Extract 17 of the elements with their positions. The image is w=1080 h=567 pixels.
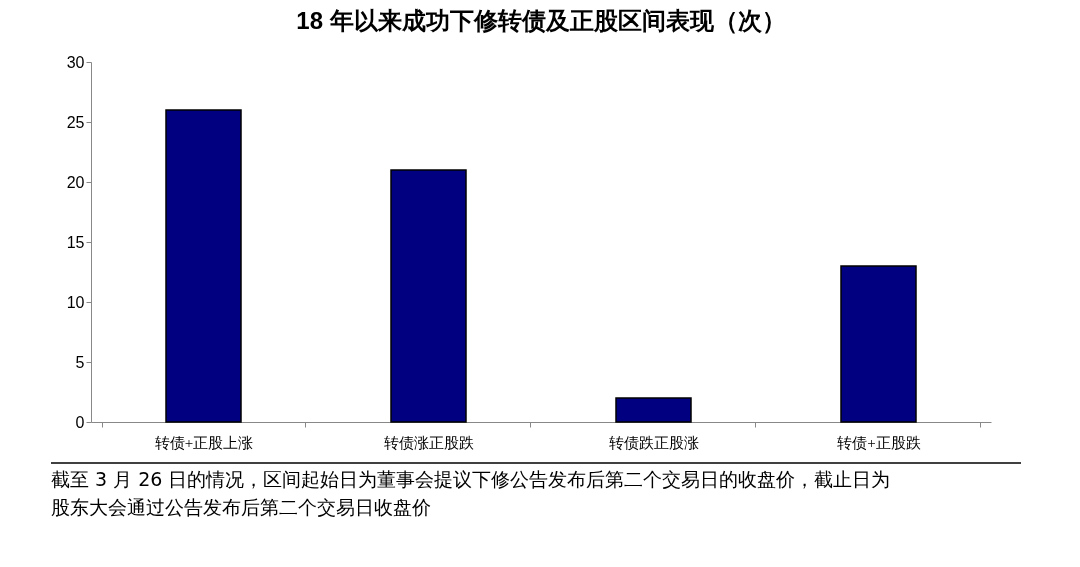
text: 截至 3 月 26 日的情况，区间起始日为董事会提议下修公告发布后第二个交易日的收盘价，截止日为股东大会通过公告发布后第二个交易日收盘价 bbox=[51, 468, 891, 518]
y-tick-label: 5 bbox=[75, 353, 85, 371]
chart-title: 18 年以来成功下修转债及正股区间表现（次） bbox=[296, 7, 786, 34]
bar bbox=[390, 169, 467, 423]
x-tick-label: 转债涨正股跌 bbox=[384, 434, 474, 451]
y-tick-label: 10 bbox=[66, 293, 85, 311]
x-tick-label: 转债+正股跌 bbox=[837, 434, 921, 451]
y-tick-label: 20 bbox=[66, 173, 85, 191]
y-tick-label: 25 bbox=[66, 113, 85, 131]
bar bbox=[165, 109, 242, 423]
y-tick-label: 30 bbox=[66, 53, 85, 71]
y-tick-label: 0 bbox=[75, 413, 85, 431]
y-tick-label: 15 bbox=[66, 233, 85, 251]
x-tick-label: 转债+正股上涨 bbox=[154, 434, 254, 451]
bar bbox=[615, 397, 692, 423]
bar bbox=[840, 265, 917, 423]
x-tick-label: 转债跌正股涨 bbox=[609, 434, 699, 451]
